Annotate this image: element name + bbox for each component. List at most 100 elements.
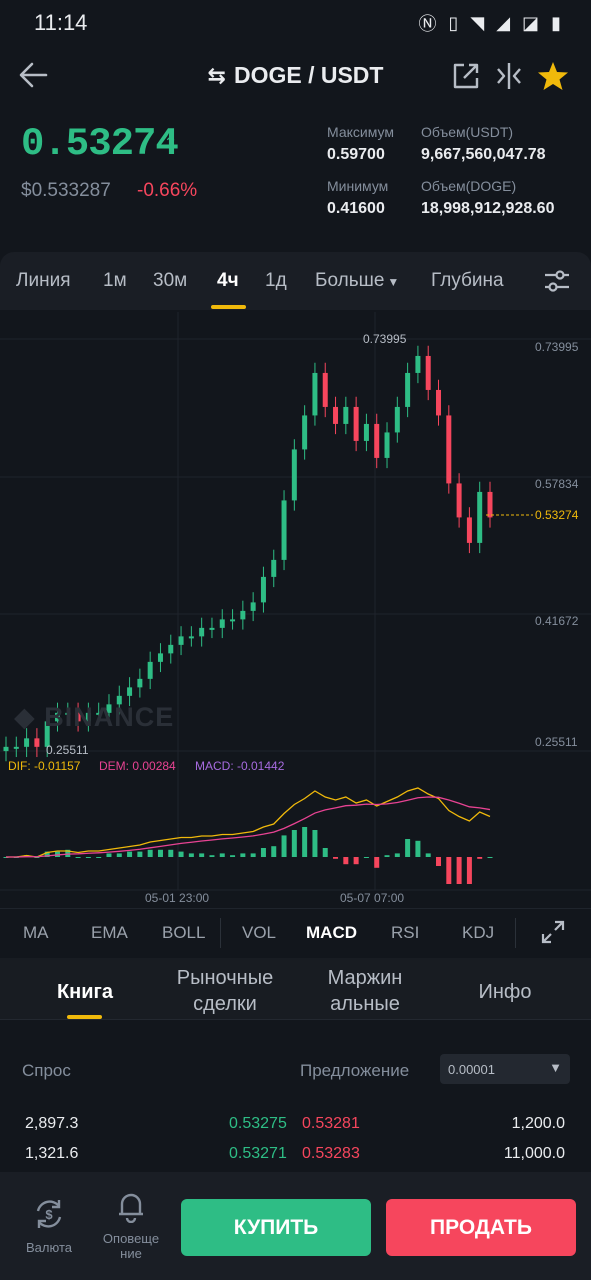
favorite-star-icon[interactable] bbox=[537, 60, 569, 92]
pair-title[interactable]: ⇆ DOGE / USDT bbox=[207, 62, 384, 88]
tf-line[interactable]: Линия bbox=[16, 270, 71, 291]
precision-select[interactable]: 0.00001 ▼ bbox=[440, 1054, 570, 1084]
binance-logo-icon: ◆ bbox=[14, 702, 36, 732]
macd-bar bbox=[436, 857, 442, 866]
candle-body bbox=[415, 355, 421, 373]
caret-down-icon: ▼ bbox=[549, 1060, 562, 1075]
macd-bar bbox=[250, 853, 256, 857]
macd-bar bbox=[281, 835, 287, 857]
alerts-label[interactable]: Оповеще ние bbox=[102, 1231, 160, 1261]
candle-body bbox=[466, 517, 472, 543]
fullscreen-icon[interactable] bbox=[541, 920, 565, 944]
caret-down-icon: ▼ bbox=[387, 275, 400, 289]
ind-kdj[interactable]: KDJ bbox=[462, 923, 495, 942]
low-label: Минимум bbox=[327, 178, 389, 194]
ind-ema[interactable]: EMA bbox=[91, 923, 128, 942]
candle-body bbox=[106, 704, 112, 713]
macd-bar bbox=[415, 840, 421, 857]
tf-4h[interactable]: 4ч bbox=[217, 270, 239, 291]
candle-body bbox=[333, 406, 339, 424]
vol-doge-value: 18,998,912,928.60 bbox=[421, 200, 555, 217]
tf-1d[interactable]: 1д bbox=[265, 270, 287, 291]
candle-body bbox=[353, 406, 359, 441]
tf-more[interactable]: Больше ▼ bbox=[315, 270, 400, 291]
macd-bar bbox=[384, 855, 390, 857]
share-icon[interactable] bbox=[450, 60, 482, 92]
tf-1m[interactable]: 1м bbox=[103, 270, 127, 291]
candlestick-chart[interactable] bbox=[0, 312, 591, 908]
candle-body bbox=[13, 746, 19, 749]
ask-price[interactable]: 0.53283 bbox=[302, 1145, 360, 1162]
macd-bar bbox=[106, 853, 112, 857]
candle-body bbox=[322, 372, 328, 407]
tab-margin[interactable]: Маржин альные bbox=[327, 967, 403, 1015]
vol-usdt-label: Объем(USDT) bbox=[421, 124, 514, 140]
vibrate-icon: ▯ bbox=[448, 12, 459, 33]
tf-depth[interactable]: Глубина bbox=[431, 270, 504, 291]
ind-macd[interactable]: MACD bbox=[306, 923, 357, 942]
candle-body bbox=[291, 449, 297, 501]
macd-bar bbox=[219, 853, 225, 857]
ask-qty[interactable]: 1,200.0 bbox=[511, 1115, 565, 1132]
candle-body bbox=[281, 500, 287, 560]
candle-body bbox=[487, 491, 493, 518]
bell-icon[interactable] bbox=[114, 1189, 148, 1223]
signal-icon: ◢ bbox=[496, 12, 511, 33]
candle-body bbox=[374, 423, 380, 458]
bid-qty[interactable]: 1,321.6 bbox=[25, 1145, 79, 1162]
bid-price[interactable]: 0.53271 bbox=[229, 1145, 287, 1162]
currency-swap-icon[interactable]: $ bbox=[32, 1197, 66, 1231]
swap-icon: ⇆ bbox=[207, 63, 226, 88]
ind-boll[interactable]: BOLL bbox=[162, 923, 206, 942]
ask-price[interactable]: 0.53281 bbox=[302, 1115, 360, 1132]
tab-market-trades[interactable]: Рыночные сделки bbox=[176, 967, 274, 1015]
candle-body bbox=[343, 406, 349, 424]
price-axis-label-4: 0.25511 bbox=[535, 735, 578, 749]
chart-area[interactable] bbox=[0, 312, 591, 908]
candle-body bbox=[54, 712, 60, 722]
ind-vol[interactable]: VOL bbox=[242, 923, 277, 942]
macd-bar bbox=[466, 857, 472, 884]
tab-book[interactable]: Книга bbox=[56, 981, 114, 1003]
timeframe-bar bbox=[0, 252, 591, 310]
macd-bar bbox=[240, 853, 246, 857]
macd-bar bbox=[199, 853, 205, 857]
ind-ma[interactable]: MA bbox=[23, 923, 49, 942]
ask-qty[interactable]: 11,000.0 bbox=[503, 1145, 565, 1162]
tab-active-underline bbox=[67, 1015, 102, 1019]
macd-bar bbox=[44, 851, 50, 857]
macd-bar bbox=[157, 849, 163, 857]
candle-body bbox=[137, 678, 143, 688]
macd-bar bbox=[209, 855, 215, 857]
macd-bar bbox=[477, 857, 483, 859]
macd-bar bbox=[75, 857, 81, 858]
macd-bar bbox=[147, 849, 153, 857]
candle-body bbox=[405, 372, 411, 407]
bid-price[interactable]: 0.53275 bbox=[229, 1115, 287, 1132]
buy-button[interactable]: КУПИТЬ bbox=[181, 1199, 371, 1256]
macd-bar bbox=[425, 853, 431, 857]
macd-bar bbox=[446, 857, 452, 884]
ind-rsi[interactable]: RSI bbox=[391, 923, 420, 942]
macd-bar bbox=[178, 851, 184, 857]
high-marker: 0.73995 bbox=[363, 332, 407, 346]
macd-bar bbox=[65, 849, 71, 857]
low-value: 0.41600 bbox=[327, 200, 385, 217]
bid-qty[interactable]: 2,897.3 bbox=[25, 1115, 79, 1132]
macd-bar bbox=[322, 848, 328, 857]
compare-icon[interactable] bbox=[493, 60, 525, 92]
back-arrow-icon[interactable] bbox=[16, 58, 50, 92]
nfc-icon: Ⓝ bbox=[418, 14, 437, 34]
candle-body bbox=[116, 695, 122, 705]
currency-label[interactable]: Валюта bbox=[26, 1240, 72, 1255]
candle-body bbox=[75, 712, 81, 722]
macd-bar bbox=[291, 830, 297, 857]
tf-30m[interactable]: 30м bbox=[153, 270, 188, 291]
price-axis-label-1: 0.73995 bbox=[535, 340, 579, 354]
tab-info[interactable]: Инфо bbox=[478, 981, 532, 1003]
chart-settings-icon[interactable] bbox=[543, 268, 571, 294]
macd-dem: DEM: 0.00284 bbox=[99, 759, 176, 773]
sell-button[interactable]: ПРОДАТЬ bbox=[386, 1199, 576, 1256]
candle-body bbox=[240, 610, 246, 620]
macd-bar bbox=[363, 857, 369, 858]
